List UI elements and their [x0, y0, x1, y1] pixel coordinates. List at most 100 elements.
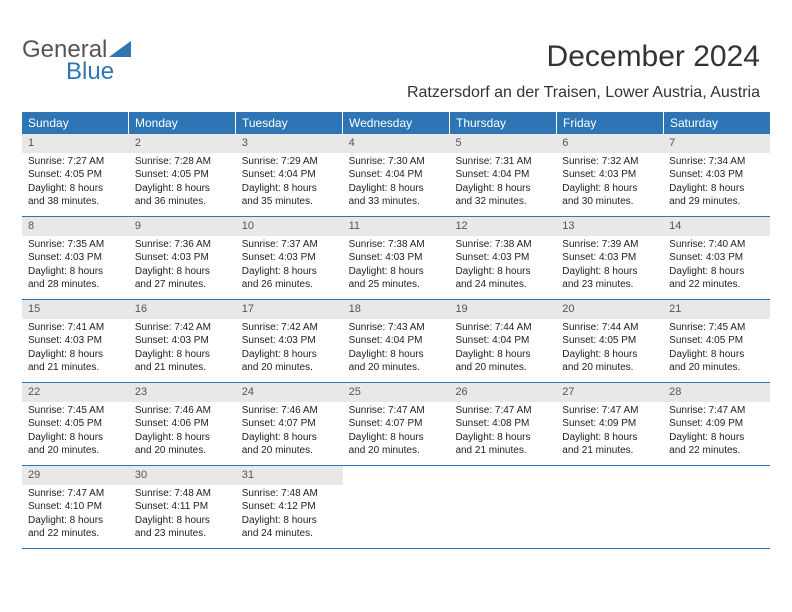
day-number: 1 — [22, 134, 129, 153]
day-number: 6 — [556, 134, 663, 153]
weekday-header: Saturday — [664, 112, 770, 134]
day-number: 7 — [663, 134, 770, 153]
sunset-text: Sunset: 4:05 PM — [669, 334, 764, 348]
daylight-text: Daylight: 8 hours — [28, 182, 123, 196]
day-number: 13 — [556, 217, 663, 236]
sunset-text: Sunset: 4:09 PM — [562, 417, 657, 431]
daylight-text: Daylight: 8 hours — [562, 182, 657, 196]
sunrise-text: Sunrise: 7:42 AM — [135, 321, 230, 335]
sunrise-text: Sunrise: 7:45 AM — [669, 321, 764, 335]
daylight-text: and 32 minutes. — [455, 195, 550, 209]
sunset-text: Sunset: 4:05 PM — [135, 168, 230, 182]
day-details: Sunrise: 7:47 AMSunset: 4:07 PMDaylight:… — [343, 404, 450, 464]
day-details: Sunrise: 7:46 AMSunset: 4:06 PMDaylight:… — [129, 404, 236, 464]
daylight-text: and 29 minutes. — [669, 195, 764, 209]
day-cell: 4Sunrise: 7:30 AMSunset: 4:04 PMDaylight… — [343, 134, 450, 216]
day-details: Sunrise: 7:46 AMSunset: 4:07 PMDaylight:… — [236, 404, 343, 464]
sunrise-text: Sunrise: 7:38 AM — [455, 238, 550, 252]
daylight-text: and 24 minutes. — [455, 278, 550, 292]
sunset-text: Sunset: 4:03 PM — [135, 251, 230, 265]
day-cell: 16 Sunrise: 7:42 AMSunset: 4:03 PMDayligh… — [129, 300, 236, 382]
day-cell: 27Sunrise: 7:47 AMSunset: 4:09 PMDayligh… — [556, 383, 663, 465]
daylight-text: Daylight: 8 hours — [242, 348, 337, 362]
day-cell: 12Sunrise: 7:38 AMSunset: 4:03 PMDayligh… — [449, 217, 556, 299]
day-cell — [449, 466, 556, 548]
day-details: Sunrise: 7:40 AMSunset: 4:03 PMDaylight:… — [663, 238, 770, 298]
day-details: Sunrise: 7:32 AMSunset: 4:03 PMDaylight:… — [556, 155, 663, 215]
daylight-text: and 21 minutes. — [455, 444, 550, 458]
sunset-text: Sunset: 4:03 PM — [669, 168, 764, 182]
day-number: 16 — [129, 300, 236, 319]
day-cell: 1 Sunrise: 7:27 AMSunset: 4:05 PMDaylight… — [22, 134, 129, 216]
day-number: 21 — [663, 300, 770, 319]
day-details: Sunrise: 7:35 AMSunset: 4:03 PMDaylight:… — [22, 238, 129, 298]
sunset-text: Sunset: 4:04 PM — [455, 168, 550, 182]
sunset-text: Sunset: 4:03 PM — [562, 168, 657, 182]
daylight-text: Daylight: 8 hours — [242, 514, 337, 528]
weekday-header: Wednesday — [343, 112, 450, 134]
sunset-text: Sunset: 4:07 PM — [349, 417, 444, 431]
daylight-text: and 24 minutes. — [242, 527, 337, 541]
day-cell: 3Sunrise: 7:29 AMSunset: 4:04 PMDaylight… — [236, 134, 343, 216]
sunset-text: Sunset: 4:03 PM — [242, 251, 337, 265]
day-number: 9 — [129, 217, 236, 236]
day-cell — [556, 466, 663, 548]
day-cell: 6 Sunrise: 7:32 AMSunset: 4:03 PMDaylight… — [556, 134, 663, 216]
day-cell: 21Sunrise: 7:45 AMSunset: 4:05 PMDayligh… — [663, 300, 770, 382]
sunrise-text: Sunrise: 7:40 AM — [669, 238, 764, 252]
sunset-text: Sunset: 4:04 PM — [349, 334, 444, 348]
sunset-text: Sunset: 4:03 PM — [455, 251, 550, 265]
daylight-text: and 20 minutes. — [562, 361, 657, 375]
sunset-text: Sunset: 4:11 PM — [135, 500, 230, 514]
daylight-text: and 21 minutes. — [135, 361, 230, 375]
day-details: Sunrise: 7:34 AMSunset: 4:03 PMDaylight:… — [663, 155, 770, 215]
sunrise-text: Sunrise: 7:47 AM — [28, 487, 123, 501]
sunset-text: Sunset: 4:07 PM — [242, 417, 337, 431]
daylight-text: Daylight: 8 hours — [135, 182, 230, 196]
day-details: Sunrise: 7:44 AMSunset: 4:05 PMDaylight:… — [556, 321, 663, 381]
daylight-text: Daylight: 8 hours — [455, 431, 550, 445]
sunset-text: Sunset: 4:12 PM — [242, 500, 337, 514]
sunrise-text: Sunrise: 7:46 AM — [135, 404, 230, 418]
day-number: 14 — [663, 217, 770, 236]
daylight-text: and 21 minutes. — [28, 361, 123, 375]
daylight-text: and 36 minutes. — [135, 195, 230, 209]
daylight-text: and 20 minutes. — [28, 444, 123, 458]
week-row: 29Sunrise: 7:47 AMSunset: 4:10 PMDayligh… — [22, 466, 770, 549]
day-cell: 23Sunrise: 7:46 AMSunset: 4:06 PMDayligh… — [129, 383, 236, 465]
sunset-text: Sunset: 4:03 PM — [562, 251, 657, 265]
day-details: Sunrise: 7:42 AMSunset: 4:03 PMDaylight:… — [129, 321, 236, 381]
day-number: 11 — [343, 217, 450, 236]
weekday-header: Friday — [557, 112, 664, 134]
sunset-text: Sunset: 4:10 PM — [28, 500, 123, 514]
sunset-text: Sunset: 4:03 PM — [242, 334, 337, 348]
day-number: 31 — [236, 466, 343, 485]
day-cell: 10Sunrise: 7:37 AMSunset: 4:03 PMDayligh… — [236, 217, 343, 299]
daylight-text: Daylight: 8 hours — [349, 182, 444, 196]
daylight-text: Daylight: 8 hours — [28, 265, 123, 279]
daylight-text: Daylight: 8 hours — [242, 431, 337, 445]
day-cell: 25Sunrise: 7:47 AMSunset: 4:07 PMDayligh… — [343, 383, 450, 465]
day-number: 5 — [449, 134, 556, 153]
daylight-text: Daylight: 8 hours — [242, 182, 337, 196]
daylight-text: and 20 minutes. — [669, 361, 764, 375]
calendar-table: Sunday Monday Tuesday Wednesday Thursday… — [22, 112, 770, 549]
daylight-text: Daylight: 8 hours — [135, 265, 230, 279]
daylight-text: and 33 minutes. — [349, 195, 444, 209]
daylight-text: and 23 minutes. — [135, 527, 230, 541]
day-number: 2 — [129, 134, 236, 153]
sunrise-text: Sunrise: 7:47 AM — [669, 404, 764, 418]
day-number: 20 — [556, 300, 663, 319]
day-details: Sunrise: 7:30 AMSunset: 4:04 PMDaylight:… — [343, 155, 450, 215]
daylight-text: and 20 minutes. — [349, 361, 444, 375]
daylight-text: Daylight: 8 hours — [349, 431, 444, 445]
sunset-text: Sunset: 4:03 PM — [28, 334, 123, 348]
day-details: Sunrise: 7:27 AMSunset: 4:05 PMDaylight:… — [22, 155, 129, 215]
daylight-text: Daylight: 8 hours — [562, 265, 657, 279]
daylight-text: and 22 minutes. — [669, 278, 764, 292]
day-number: 27 — [556, 383, 663, 402]
daylight-text: and 20 minutes. — [242, 361, 337, 375]
sunset-text: Sunset: 4:04 PM — [349, 168, 444, 182]
day-cell: 5Sunrise: 7:31 AMSunset: 4:04 PMDaylight… — [449, 134, 556, 216]
weekday-header: Thursday — [450, 112, 557, 134]
